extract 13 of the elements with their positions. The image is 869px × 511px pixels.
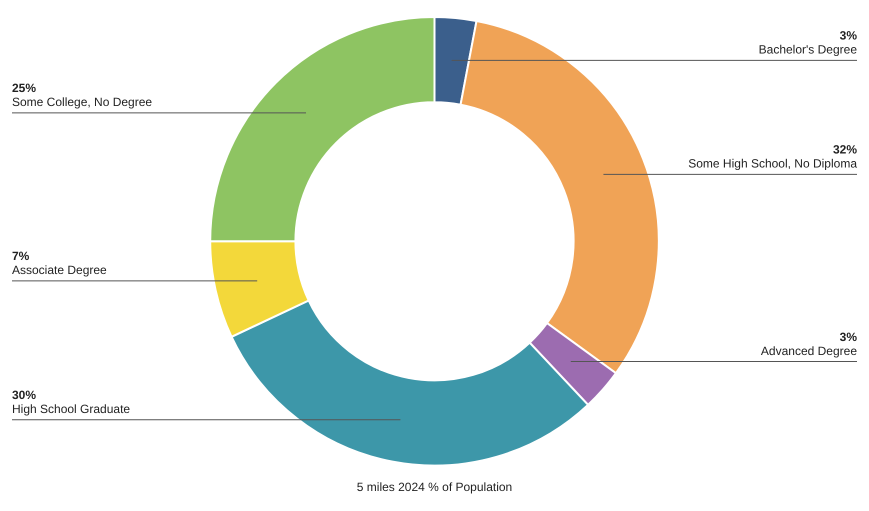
- slice-label: Advanced Degree: [760, 344, 858, 358]
- data-label: 32%: [832, 142, 858, 157]
- data-label: 7%: [12, 249, 30, 264]
- slice-label: Some College, No Degree: [12, 95, 152, 110]
- data-label: 3%: [840, 28, 858, 43]
- slice-label: High School Graduate: [12, 402, 130, 416]
- data-label: 30%: [12, 388, 36, 402]
- data-label: 3%: [840, 330, 858, 344]
- slice-label: Associate Degree: [12, 263, 108, 278]
- data-label: 25%: [12, 81, 36, 96]
- text: 5 miles 2024 % of Population: [356, 480, 512, 494]
- slice-label: Some High School, No Diploma: [688, 156, 858, 171]
- slice-label: Bachelor's Degree: [758, 42, 858, 57]
